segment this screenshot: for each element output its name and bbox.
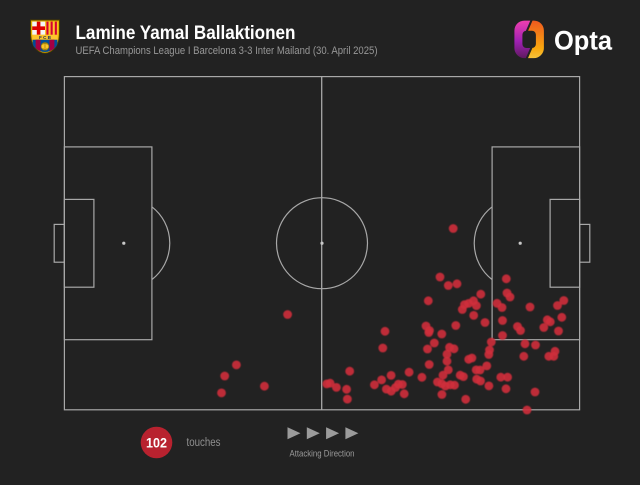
svg-text:touches: touches — [187, 437, 221, 449]
svg-text:UEFA Champions League I Barcel: UEFA Champions League I Barcelona 3-3 In… — [76, 45, 378, 57]
svg-text:Lamine Yamal Ballaktionen: Lamine Yamal Ballaktionen — [76, 23, 296, 44]
svg-text:Opta: Opta — [554, 26, 613, 56]
svg-text:F C B: F C B — [39, 35, 52, 40]
svg-text:102: 102 — [146, 434, 167, 450]
svg-text:Attacking Direction: Attacking Direction — [290, 449, 355, 460]
